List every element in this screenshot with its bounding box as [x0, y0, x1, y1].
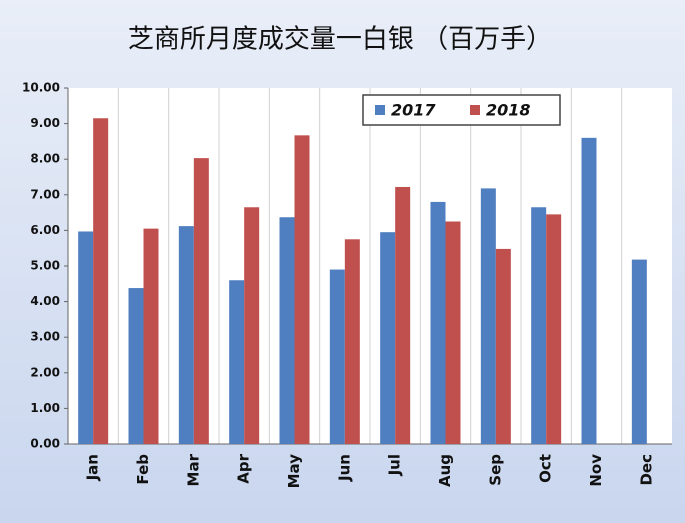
- bar: [178, 226, 194, 444]
- x-tick-label: Jan: [84, 454, 102, 481]
- bar: [244, 207, 260, 444]
- bar: [78, 231, 94, 444]
- bar: [546, 214, 562, 444]
- x-tick-label: Aug: [436, 454, 454, 487]
- x-tick-label: Jun: [335, 454, 353, 482]
- y-tick-label: 10.00: [22, 81, 60, 95]
- bar: [344, 239, 360, 444]
- x-tick-label: Sep: [486, 454, 504, 486]
- y-tick-label: 1.00: [30, 401, 60, 415]
- x-tick-label: Oct: [537, 454, 555, 483]
- bar: [631, 259, 647, 444]
- y-tick-label: 3.00: [30, 330, 60, 344]
- x-tick-label: Nov: [587, 454, 605, 487]
- y-tick-label: 6.00: [30, 223, 60, 237]
- bar: [329, 269, 345, 444]
- bar: [93, 118, 109, 444]
- x-tick-label: May: [285, 454, 303, 489]
- legend-label: 2018: [486, 101, 531, 120]
- bar: [581, 137, 597, 444]
- bar: [445, 221, 461, 444]
- chart-title: 芝商所月度成交量一白银 （百万手）: [128, 25, 552, 55]
- y-tick-label: 9.00: [30, 116, 60, 130]
- bar: [229, 280, 245, 444]
- x-tick-label: Dec: [637, 454, 655, 486]
- y-tick-label: 4.00: [30, 294, 60, 308]
- bar: [143, 228, 159, 444]
- bar: [531, 207, 547, 444]
- bar: [430, 201, 446, 444]
- legend-box: [362, 94, 561, 126]
- y-tick-label: 0.00: [30, 437, 60, 451]
- y-tick-label: 5.00: [30, 259, 60, 273]
- legend-label: 2017: [391, 101, 436, 120]
- bar: [279, 217, 295, 444]
- bar: [380, 232, 396, 444]
- x-tick-label: Jul: [386, 454, 404, 476]
- x-tick-label: Mar: [184, 453, 202, 486]
- y-tick-label: 7.00: [30, 187, 60, 201]
- bar: [480, 188, 496, 444]
- x-tick-label: Feb: [134, 454, 152, 485]
- bar: [294, 135, 310, 444]
- bar: [193, 158, 209, 444]
- y-tick-label: 2.00: [30, 365, 60, 379]
- bar: [395, 186, 411, 444]
- bar: [495, 248, 511, 444]
- y-tick-label: 8.00: [30, 152, 60, 166]
- bar: [128, 288, 144, 444]
- legend-swatch: [470, 105, 480, 115]
- legend-swatch: [375, 105, 385, 115]
- x-tick-label: Apr: [235, 453, 253, 483]
